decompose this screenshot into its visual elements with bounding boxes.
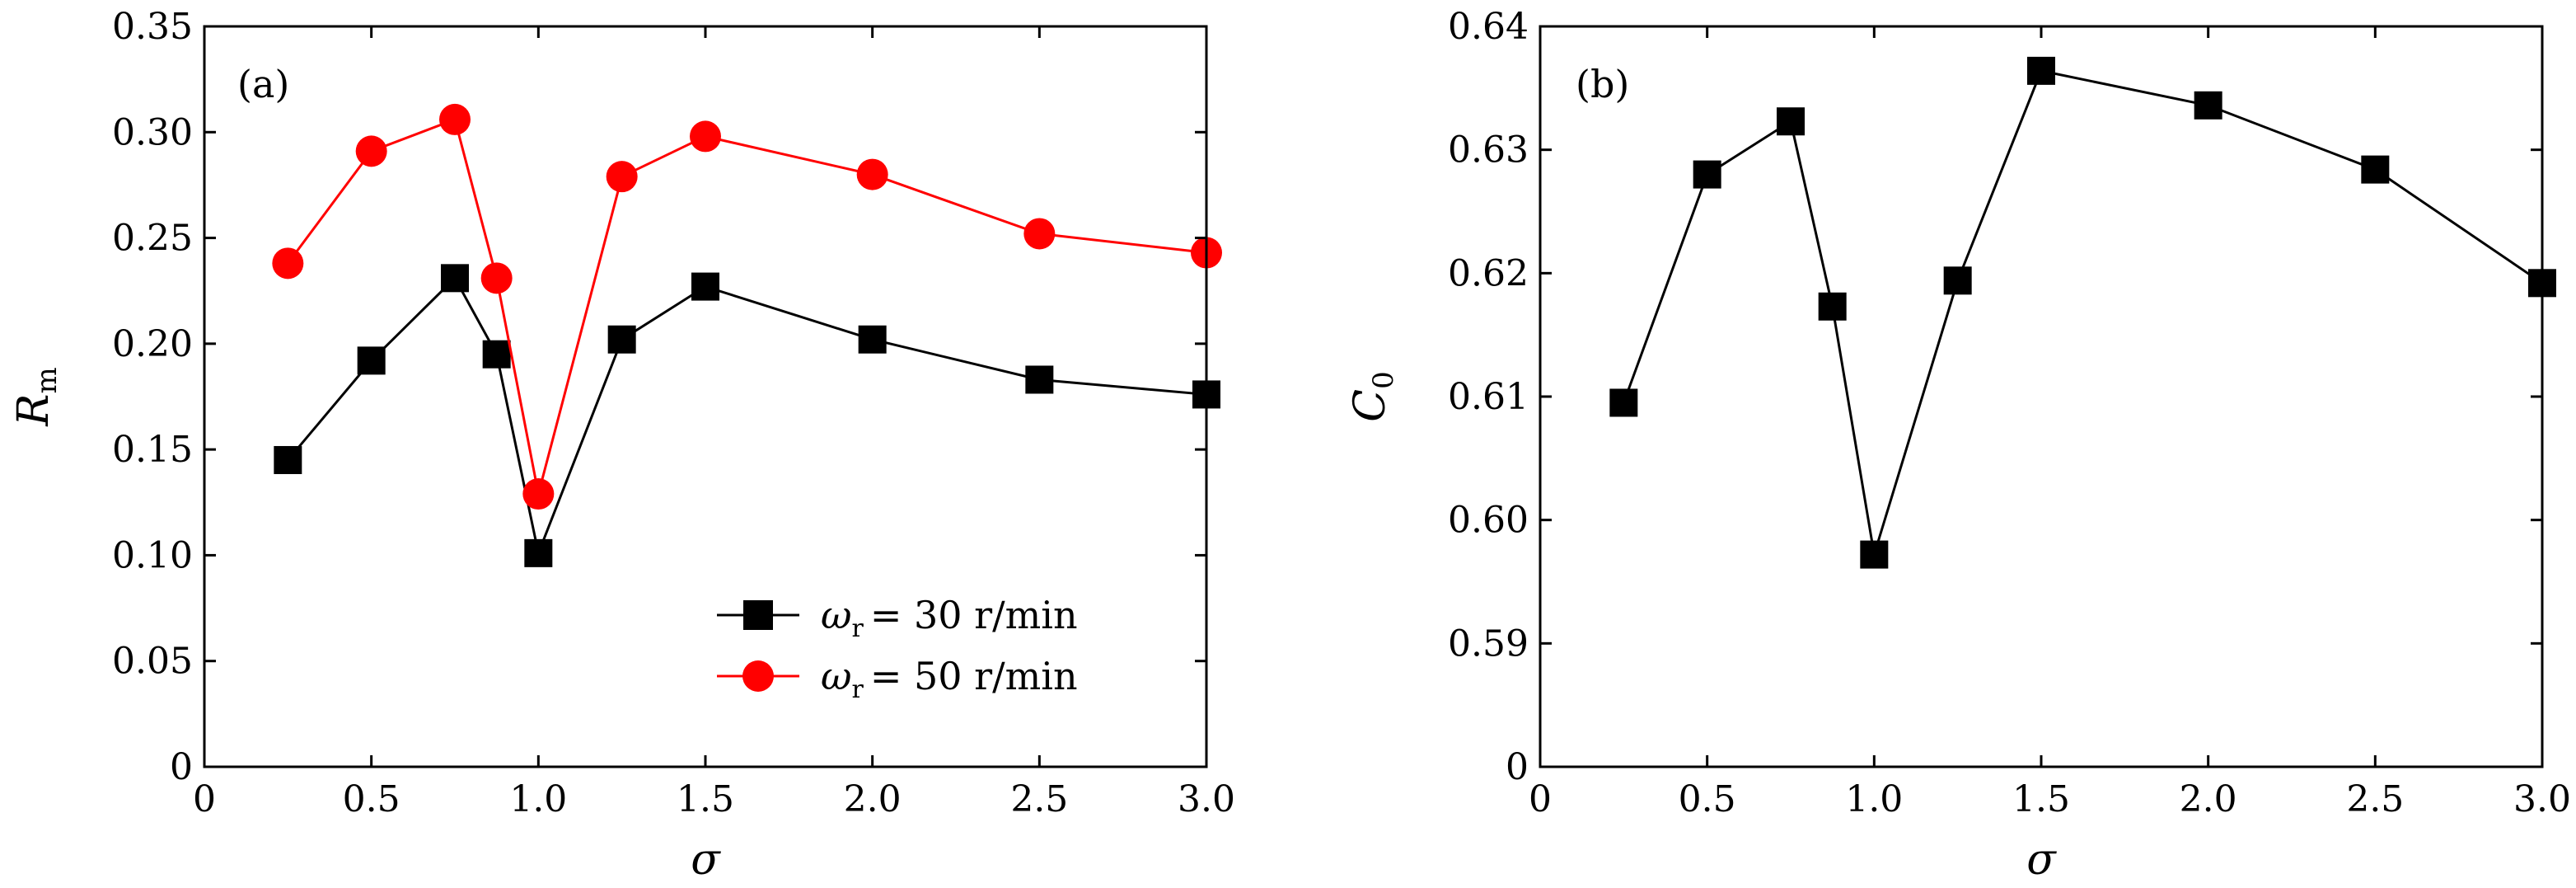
data-point-square: [524, 538, 553, 567]
data-point-square: [2027, 56, 2055, 85]
data-point-circle: [439, 103, 471, 135]
data-point-square: [691, 272, 719, 301]
panel-b-label: (b): [1576, 62, 1629, 106]
x-tick-label: 2.5: [2346, 778, 2404, 820]
data-point-square: [1609, 388, 1638, 417]
panel-a-marks: [272, 103, 1222, 567]
x-tick-label: 0.5: [343, 778, 400, 820]
panel-b-ylabel-main: C: [1346, 389, 1395, 422]
data-point-square: [2361, 155, 2390, 184]
x-tick-label: 2.0: [2180, 778, 2237, 820]
legend: ωr = 30 r/min ωr = 50 r/min: [717, 593, 1078, 704]
panel-a-xlabel: σ: [691, 835, 721, 885]
panel-b-ylabel: C0: [1346, 371, 1400, 421]
x-tick-label: 1.5: [677, 778, 734, 820]
data-point-square: [1818, 292, 1847, 321]
legend-label-50: ωr = 50 r/min: [821, 654, 1078, 704]
y-tick-label: 0.62: [1448, 252, 1529, 294]
panel-b-ylabel-sub: 0: [1367, 371, 1400, 389]
legend-sub-30: r: [852, 614, 864, 643]
data-point-circle: [606, 161, 638, 193]
y-tick-label: 0.15: [112, 429, 193, 471]
data-point-square: [1943, 266, 1972, 295]
legend-circle-marker: [742, 660, 774, 692]
data-point-square: [1025, 365, 1054, 394]
data-point-square: [607, 325, 636, 354]
panel-b-marks: [1609, 56, 2556, 569]
y-tick-label: 0.05: [112, 641, 193, 683]
series-line-0: [1622, 69, 2543, 556]
panel-a-axes: 0 0.5 1.0 1.5 2.0 2.5 3.0 0 0.05 0.10 0.15 0.20 0.25…: [112, 6, 1235, 820]
y-tick-label: 0.10: [112, 534, 193, 576]
panel-b: 0 0.5 1.0 1.5 2.0 2.5 3.0 0 0.59 0.60 0.61 0.62 0.63…: [1346, 6, 2571, 885]
data-point-circle: [355, 135, 387, 167]
x-tick-label: 0: [193, 778, 216, 820]
x-tick-label: 0.5: [1679, 778, 1736, 820]
panel-b-plot-frame: [1539, 25, 2544, 768]
panel-a-ylabel-sub: m: [30, 367, 63, 393]
legend-entry-30: ωr = 30 r/min: [717, 593, 1078, 643]
data-point-square: [357, 346, 386, 375]
panel-a-ylabel: Rm: [9, 367, 63, 426]
data-point-square: [1693, 160, 1721, 189]
data-point-circle: [522, 478, 555, 510]
y-tick-label: 0.59: [1448, 623, 1529, 665]
panel-a-label: (a): [237, 62, 289, 106]
legend-sub-50: r: [852, 675, 864, 704]
x-tick-label: 2.0: [844, 778, 902, 820]
x-tick-label: 0: [1529, 778, 1552, 820]
data-point-square: [441, 264, 469, 293]
legend-label-30: ωr = 30 r/min: [821, 593, 1078, 643]
y-tick-label: 0.25: [112, 218, 193, 260]
data-point-square: [482, 340, 511, 369]
data-point-square: [858, 325, 887, 354]
series-line-1: [287, 117, 1207, 495]
x-tick-label: 3.0: [1178, 778, 1235, 820]
y-tick-label: 0.20: [112, 323, 193, 365]
panel-a: 0 0.5 1.0 1.5 2.0 2.5 3.0 0 0.05 0.10 0.15 0.20 0.25…: [9, 6, 1235, 885]
data-point-square: [1860, 540, 1889, 569]
y-tick-label: 0.30: [112, 111, 193, 153]
data-point-circle: [1023, 218, 1056, 250]
panel-b-axes: 0 0.5 1.0 1.5 2.0 2.5 3.0 0 0.59 0.60 0.61 0.62 0.63…: [1448, 6, 2571, 820]
data-point-square: [2194, 91, 2222, 120]
x-tick-label: 1.0: [1845, 778, 1903, 820]
y-tick-label: 0.61: [1448, 376, 1529, 418]
x-tick-label: 3.0: [2513, 778, 2571, 820]
y-tick-label: 0.35: [112, 6, 193, 48]
y-tick-label: 0.63: [1448, 129, 1529, 171]
svg-text:Rm: Rm: [9, 367, 63, 426]
data-point-square: [1777, 107, 1805, 136]
y-tick-label: 0.64: [1448, 6, 1529, 48]
data-point-circle: [856, 158, 888, 190]
x-tick-label: 1.0: [509, 778, 567, 820]
x-tick-label: 2.5: [1010, 778, 1068, 820]
panel-b-xlabel: σ: [2026, 835, 2057, 885]
series-line-0: [287, 275, 1207, 558]
x-tick-label: 1.5: [2012, 778, 2070, 820]
legend-square-marker: [743, 600, 773, 630]
y-tick-label: 0: [170, 746, 193, 788]
svg-text:C0: C0: [1346, 371, 1400, 421]
legend-entry-50: ωr = 50 r/min: [717, 654, 1078, 704]
y-tick-label: 0: [1506, 746, 1529, 788]
data-point-circle: [690, 120, 721, 153]
data-point-circle: [272, 247, 304, 280]
data-point-circle: [480, 262, 513, 294]
data-point-square: [274, 445, 302, 474]
y-tick-label: 0.60: [1448, 500, 1529, 542]
panel-a-ylabel-main: R: [9, 394, 59, 427]
